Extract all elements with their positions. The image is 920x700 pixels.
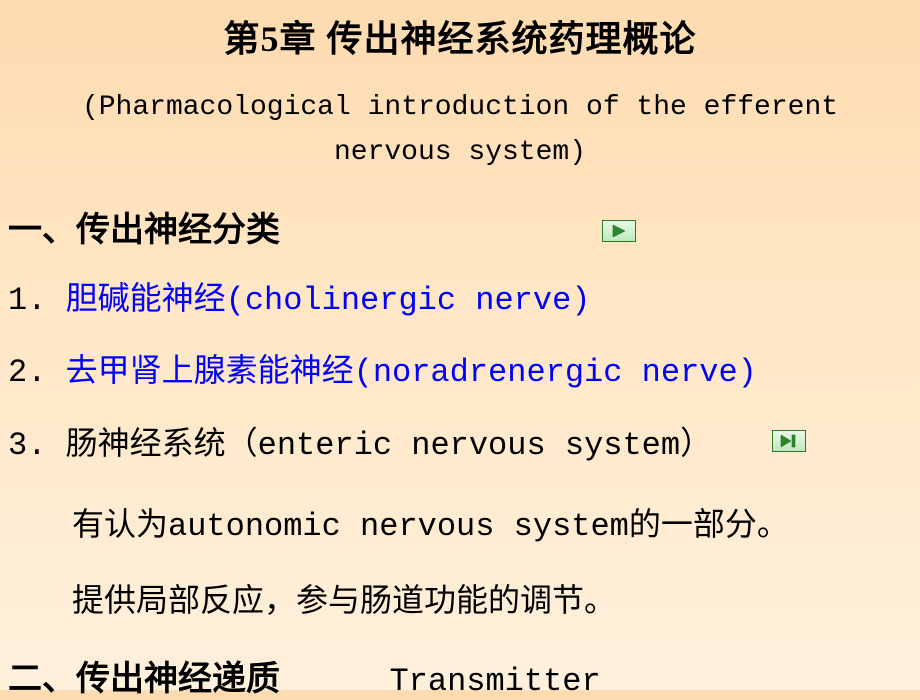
list-item-2: 2. 去甲肾上腺素能神经(noradrenergic nerve) bbox=[0, 351, 920, 396]
item-1-number: 1. bbox=[8, 282, 46, 319]
section-2-heading: 二、传出神经递质 Transmitter bbox=[0, 651, 920, 700]
section-2-label: 二、传出神经递质 bbox=[8, 660, 280, 698]
chapter-title: 第5章 传出神经系统药理概论 bbox=[0, 0, 920, 62]
skip-button[interactable] bbox=[772, 430, 806, 452]
section-1-heading: 一、传出神经分类 bbox=[0, 202, 920, 251]
item-1-text: 胆碱能神经(cholinergic nerve) bbox=[66, 282, 591, 319]
item-2-text: 去甲肾上腺素能神经(noradrenergic nerve) bbox=[66, 354, 757, 391]
chapter-subtitle: (Pharmacological introduction of the eff… bbox=[0, 86, 920, 176]
transmitter-label: Transmitter bbox=[389, 663, 600, 700]
item-3-line-3: 提供局部反应，参与肠道功能的调节。 bbox=[0, 575, 920, 621]
skip-forward-icon bbox=[779, 434, 799, 448]
next-button[interactable] bbox=[602, 220, 636, 242]
item-3-number: 3. bbox=[8, 427, 46, 464]
play-icon bbox=[611, 224, 627, 238]
item-3-line-2: 有认为autonomic nervous system的一部分。 bbox=[0, 499, 920, 545]
item-3-text: 肠神经系统（enteric nervous system） bbox=[66, 427, 712, 464]
item-2-number: 2. bbox=[8, 354, 46, 391]
list-item-1: 1. 胆碱能神经(cholinergic nerve) bbox=[0, 279, 920, 324]
